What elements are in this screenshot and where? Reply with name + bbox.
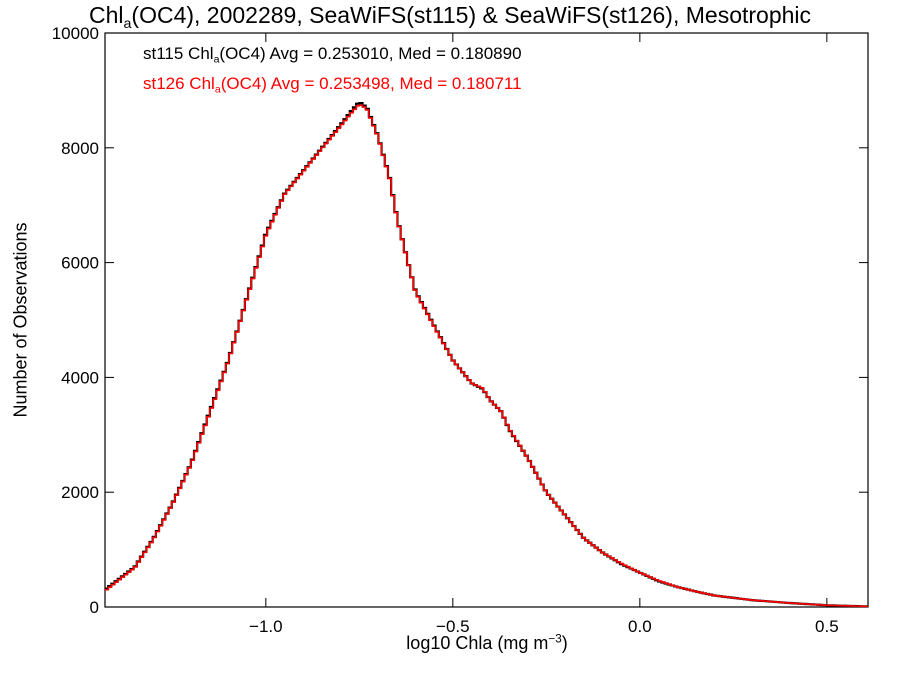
x-tick-label: 0.0: [628, 617, 652, 636]
y-tick-label: 8000: [61, 139, 99, 158]
series-lines: [105, 102, 868, 608]
y-tick-label: 6000: [61, 254, 99, 273]
y-tick-label: 2000: [61, 483, 99, 502]
chart-title: Chla(OC4), 2002289, SeaWiFS(st115) & Sea…: [88, 2, 812, 32]
x-tick-label: 0.5: [815, 617, 839, 636]
axis-ticks: −1.0 −0.5 0.0 0.5 0 2000 4000 6000 8000 10000: [52, 24, 868, 636]
plot-frame: [104, 32, 869, 608]
x-axis-label: log10 Chla (mg m−3): [406, 632, 568, 653]
y-tick-label: 10000: [52, 24, 99, 43]
legend-entry-st115: st115 Chla(OC4) Avg = 0.253010, Med = 0.…: [143, 44, 522, 66]
y-tick-label: 0: [90, 598, 99, 617]
series-line-st115: [105, 102, 868, 608]
series-line-st126: [105, 104, 868, 608]
x-tick-label: −1.0: [249, 617, 283, 636]
legend-entry-st126: st126 Chla(OC4) Avg = 0.253498, Med = 0.…: [143, 74, 522, 96]
x-tick-label: −0.5: [436, 617, 470, 636]
y-tick-label: 4000: [61, 368, 99, 387]
